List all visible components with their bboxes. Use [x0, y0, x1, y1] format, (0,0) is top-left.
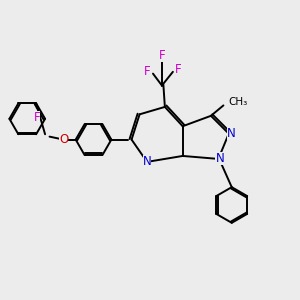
Text: CH₃: CH₃ — [229, 98, 248, 107]
Text: N: N — [143, 155, 152, 168]
Text: O: O — [59, 133, 68, 146]
Text: F: F — [159, 49, 165, 62]
Text: F: F — [144, 65, 150, 78]
Text: F: F — [175, 63, 181, 76]
Text: F: F — [33, 111, 40, 124]
Text: N: N — [215, 152, 224, 165]
Text: N: N — [227, 127, 236, 140]
